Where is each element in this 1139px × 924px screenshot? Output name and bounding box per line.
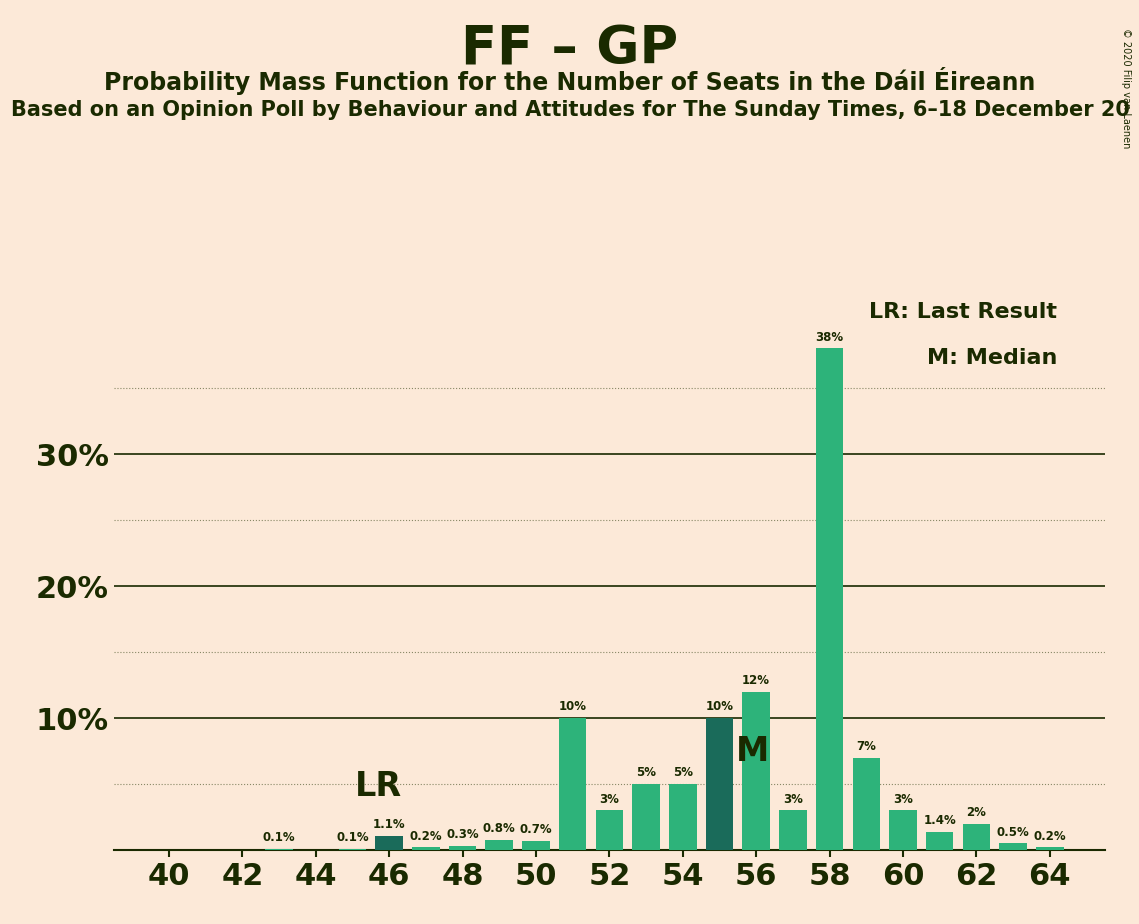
Bar: [596, 810, 623, 850]
Text: 2%: 2%: [966, 806, 986, 819]
Text: 0.7%: 0.7%: [519, 823, 552, 836]
Bar: [890, 810, 917, 850]
Bar: [743, 692, 770, 850]
Text: 0.2%: 0.2%: [1033, 830, 1066, 843]
Text: Based on an Opinion Poll by Behaviour and Attitudes for The Sunday Times, 6–18 D: Based on an Opinion Poll by Behaviour an…: [11, 100, 1130, 120]
Text: 3%: 3%: [599, 793, 620, 806]
Text: M: M: [736, 735, 769, 768]
Bar: [265, 849, 293, 850]
Text: 0.2%: 0.2%: [410, 830, 442, 843]
Bar: [962, 823, 990, 850]
Text: © 2020 Filip van Laenen: © 2020 Filip van Laenen: [1121, 28, 1131, 148]
Text: 10%: 10%: [705, 700, 734, 713]
Bar: [852, 758, 880, 850]
Bar: [669, 784, 697, 850]
Bar: [485, 840, 513, 850]
Bar: [779, 810, 806, 850]
Bar: [522, 841, 550, 850]
Text: M: Median: M: Median: [927, 348, 1057, 369]
Text: LR: LR: [354, 771, 402, 803]
Text: 10%: 10%: [558, 700, 587, 713]
Bar: [999, 844, 1027, 850]
Text: 0.1%: 0.1%: [263, 832, 295, 845]
Bar: [376, 835, 403, 850]
Bar: [926, 832, 953, 850]
Bar: [706, 718, 734, 850]
Text: 3%: 3%: [782, 793, 803, 806]
Bar: [449, 846, 476, 850]
Bar: [559, 718, 587, 850]
Bar: [338, 849, 367, 850]
Text: 12%: 12%: [743, 675, 770, 687]
Text: 5%: 5%: [673, 767, 693, 780]
Text: 3%: 3%: [893, 793, 913, 806]
Text: LR: Last Result: LR: Last Result: [869, 302, 1057, 322]
Text: 1.4%: 1.4%: [924, 814, 956, 827]
Bar: [816, 348, 843, 850]
Bar: [412, 847, 440, 850]
Bar: [1036, 847, 1064, 850]
Text: 0.1%: 0.1%: [336, 832, 369, 845]
Text: Probability Mass Function for the Number of Seats in the Dáil Éireann: Probability Mass Function for the Number…: [104, 67, 1035, 95]
Text: 38%: 38%: [816, 331, 844, 344]
Text: 0.8%: 0.8%: [483, 822, 516, 835]
Text: 0.3%: 0.3%: [446, 829, 478, 842]
Text: 0.5%: 0.5%: [997, 826, 1030, 839]
Text: 5%: 5%: [636, 767, 656, 780]
Text: 7%: 7%: [857, 740, 876, 753]
Text: FF – GP: FF – GP: [461, 23, 678, 75]
Text: 1.1%: 1.1%: [372, 818, 405, 831]
Bar: [632, 784, 659, 850]
